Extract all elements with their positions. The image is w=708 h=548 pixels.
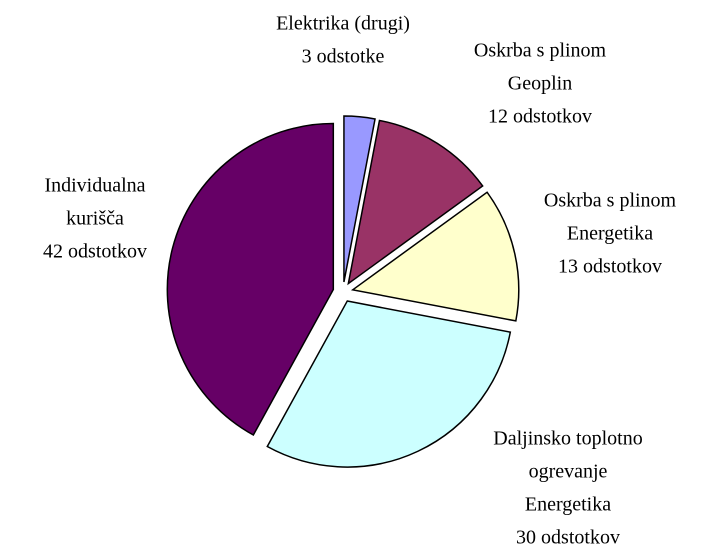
pie-slice (266, 300, 512, 468)
value-label: 13 odstotkov (558, 256, 662, 278)
slice-label: Energetika (567, 223, 653, 245)
slice-label: Energetika (525, 494, 611, 516)
slice-label: Daljinsko toplotno (493, 428, 642, 450)
value-label: 3 odstotke (302, 46, 385, 68)
pie-slice (166, 122, 335, 436)
pie-slice (343, 115, 376, 283)
value-label: 42 odstotkov (43, 241, 147, 263)
slice-label: Oskrba s plinom (544, 190, 677, 212)
slice-label: Geoplin (508, 73, 572, 95)
value-label: 12 odstotkov (488, 106, 592, 128)
pie-slice (347, 119, 484, 286)
slice-label: kurišča (66, 208, 124, 230)
slice-label: Individualna (44, 175, 145, 197)
value-label: 30 odstotkov (516, 527, 620, 548)
pie-slice (350, 191, 520, 322)
slice-label: Elektrika (drugi) (276, 13, 410, 35)
slice-label: ogrevanje (529, 461, 608, 483)
slice-label: Oskrba s plinom (474, 40, 607, 62)
